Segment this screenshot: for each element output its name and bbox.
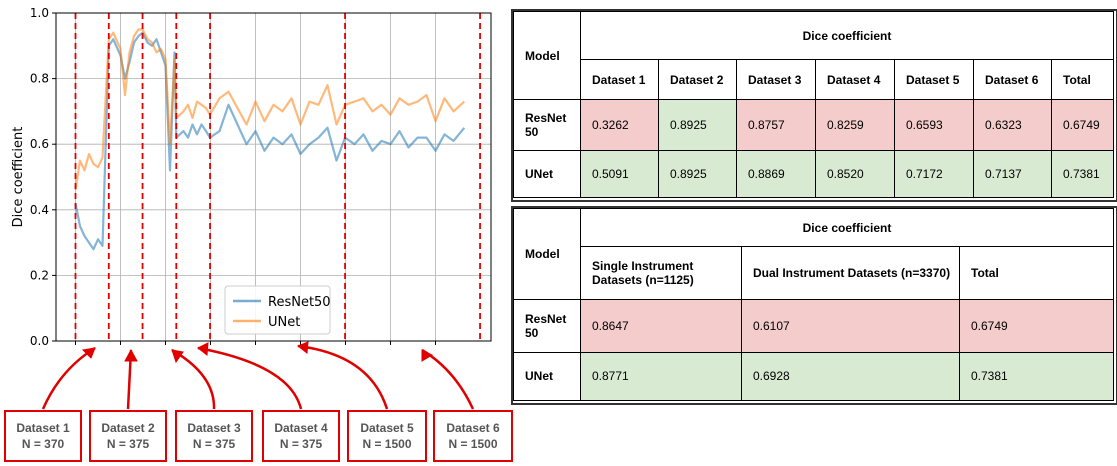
y-tick-label: 1.0 <box>30 6 49 20</box>
cell: 0.8925 <box>659 100 737 150</box>
row-model: UNet <box>514 352 581 400</box>
y-tick-label: 0.0 <box>30 334 49 348</box>
cell: 0.8757 <box>737 100 816 150</box>
col-header: Dataset 5 <box>895 60 974 100</box>
cell: 0.6107 <box>742 300 960 352</box>
x-ticks <box>76 341 436 345</box>
cell: 0.5091 <box>581 150 659 197</box>
col-header: Dataset 2 <box>659 60 737 100</box>
col-header: Single Instrument Datasets (n=1125) <box>581 247 742 300</box>
dataset-box-n: N = 1500 <box>435 436 511 452</box>
model-header: Model <box>514 12 581 100</box>
dataset-box-n: N = 375 <box>177 436 251 452</box>
series-line-unet <box>76 29 465 190</box>
dataset-box-n: N = 1500 <box>349 436 425 452</box>
table-row: ResNet 50 0.8647 0.6107 0.6749 <box>514 300 1114 352</box>
row-model: UNet <box>514 150 581 197</box>
cell: 0.8869 <box>737 150 816 197</box>
per-dataset-table: Model Dice coefficient Dataset 1 Dataset… <box>513 11 1114 198</box>
col-header: Total <box>960 247 1114 300</box>
cell: 0.8925 <box>659 150 737 197</box>
series-line-resnet50 <box>76 33 465 250</box>
cell: 0.8771 <box>581 352 742 400</box>
arrow-dataset-6 <box>422 350 473 409</box>
row-model: ResNet 50 <box>514 300 581 352</box>
dataset-box-name: Dataset 2 <box>91 420 165 436</box>
row-model: ResNet 50 <box>514 100 581 150</box>
dataset-box-name: Dataset 4 <box>264 420 338 436</box>
group-header: Dice coefficient <box>581 12 1114 60</box>
instrument-table: Model Dice coefficient Single Instrument… <box>513 208 1114 401</box>
cell: 0.8259 <box>816 100 895 150</box>
cell: 0.6749 <box>960 300 1114 352</box>
model-header: Model <box>514 209 581 300</box>
col-header: Dataset 6 <box>974 60 1052 100</box>
dataset-box-n: N = 370 <box>6 436 80 452</box>
dice-chart: 0.0 0.2 0.4 0.6 0.8 1.0 Dice coefficient ResN… <box>0 0 512 466</box>
legend: ResNet50 UNet <box>225 286 331 334</box>
legend-label-unet: UNet <box>268 315 300 330</box>
dataset-box-name: Dataset 1 <box>6 420 80 436</box>
dataset-box-n: N = 375 <box>264 436 338 452</box>
y-tick-label: 0.4 <box>30 203 49 217</box>
cell: 0.6323 <box>974 100 1052 150</box>
annotation-arrows <box>43 342 473 409</box>
col-header: Dataset 4 <box>816 60 895 100</box>
dataset-box-name: Dataset 6 <box>435 420 511 436</box>
group-header: Dice coefficient <box>581 209 1114 247</box>
col-header: Dataset 1 <box>581 60 659 100</box>
arrow-dataset-5 <box>298 346 387 409</box>
table-row: UNet 0.5091 0.8925 0.8869 0.8520 0.7172 … <box>514 150 1114 197</box>
dataset-box-n: N = 375 <box>91 436 165 452</box>
cell: 0.7381 <box>1052 150 1114 197</box>
legend-label-resnet50: ResNet50 <box>268 295 331 310</box>
cell: 0.6749 <box>1052 100 1114 150</box>
table-row: ResNet 50 0.3262 0.8925 0.8757 0.8259 0.… <box>514 100 1114 150</box>
cell: 0.7137 <box>974 150 1052 197</box>
arrow-head-5 <box>298 342 308 353</box>
y-ticks: 0.0 0.2 0.4 0.6 0.8 1.0 <box>30 6 56 348</box>
arrow-head-6 <box>422 350 432 361</box>
cell: 0.8520 <box>816 150 895 197</box>
dataset-box-name: Dataset 5 <box>349 420 425 436</box>
cell: 0.6928 <box>742 352 960 400</box>
arrow-dataset-1 <box>43 348 95 409</box>
col-header: Dual Instrument Datasets (n=3370) <box>742 247 960 300</box>
col-header: Total <box>1052 60 1114 100</box>
y-tick-label: 0.2 <box>30 268 49 282</box>
series-lines <box>76 29 465 249</box>
table-row: UNet 0.8771 0.6928 0.7381 <box>514 352 1114 400</box>
cell: 0.3262 <box>581 100 659 150</box>
cell: 0.7172 <box>895 150 974 197</box>
arrow-head-2 <box>125 350 137 361</box>
dataset-box-name: Dataset 3 <box>177 420 251 436</box>
cell: 0.7381 <box>960 352 1114 400</box>
y-axis-label: Dice coefficient <box>11 127 26 228</box>
cell: 0.8647 <box>581 300 742 352</box>
y-tick-label: 0.6 <box>30 137 49 151</box>
cell: 0.6593 <box>895 100 974 150</box>
col-header: Dataset 3 <box>737 60 816 100</box>
y-tick-label: 0.8 <box>30 72 49 86</box>
arrow-head-4 <box>198 343 208 355</box>
